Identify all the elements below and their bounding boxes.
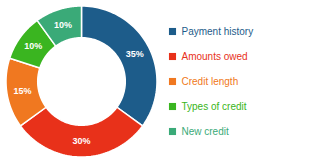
svg-text:Credit length: Credit length [182,76,239,87]
svg-text:15%: 15% [14,86,32,96]
svg-text:Types of credit: Types of credit [182,101,247,112]
svg-text:Amounts owed: Amounts owed [182,51,248,62]
svg-text:35%: 35% [126,49,144,59]
svg-text:Payment history: Payment history [182,26,254,37]
svg-text:New credit: New credit [182,126,229,137]
svg-text:10%: 10% [24,41,42,51]
svg-text:30%: 30% [72,136,90,146]
svg-text:10%: 10% [54,20,72,30]
